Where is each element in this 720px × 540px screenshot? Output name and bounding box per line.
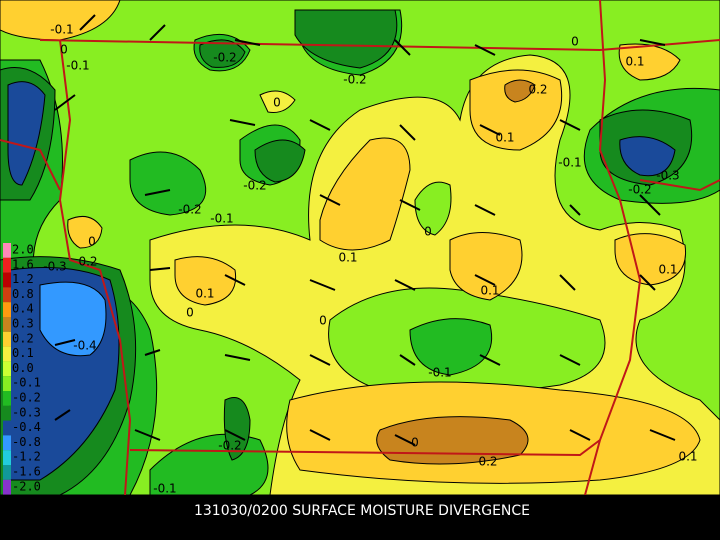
caption-bar xyxy=(0,495,720,540)
legend-label: -0.3 xyxy=(12,405,41,419)
contour-label: -0.4 xyxy=(73,339,96,353)
contour-label: 0.1 xyxy=(495,131,514,145)
legend-swatch xyxy=(3,420,11,436)
contour-label: 0 xyxy=(319,314,327,328)
legend-swatch xyxy=(3,317,11,332)
contour-label: 0.1 xyxy=(625,55,644,69)
legend-swatch xyxy=(3,302,11,317)
legend-swatch xyxy=(3,361,11,377)
contour-label: -0.1 xyxy=(50,23,73,37)
legend-label: 0.0 xyxy=(12,361,34,375)
contour-label: -0.2 xyxy=(213,51,236,65)
legend-swatch xyxy=(3,405,11,421)
legend-label: 0.1 xyxy=(12,346,34,360)
contour-label: 0.2 xyxy=(78,255,97,269)
legend-label: 0.3 xyxy=(12,317,34,331)
legend-label: 0.8 xyxy=(12,287,34,301)
contour-label: 0.1 xyxy=(338,251,357,265)
legend-swatch xyxy=(3,257,11,273)
contour-label: 0.1 xyxy=(195,287,214,301)
legend: 2.01.61.20.80.40.30.20.10.0-0.1-0.2-0.3-… xyxy=(3,243,41,495)
legend-label: -0.1 xyxy=(12,376,41,390)
contour-label: 0 xyxy=(411,436,419,450)
legend-label: 0.4 xyxy=(12,302,34,316)
contour-label: 0 xyxy=(186,306,194,320)
legend-label: 0.2 xyxy=(12,331,34,345)
state-borders xyxy=(0,0,720,496)
map-fill xyxy=(0,0,720,496)
contour-label: -0.1 xyxy=(66,59,89,73)
contour-label: -0.1 xyxy=(428,366,451,380)
contour-label: 0.1 xyxy=(658,263,677,277)
legend-swatch xyxy=(3,346,11,362)
legend-swatch xyxy=(3,450,11,465)
wind-barbs xyxy=(54,14,676,446)
legend-swatch xyxy=(3,287,11,303)
legend-swatch xyxy=(3,331,11,347)
contour-label: -0.1 xyxy=(210,212,233,226)
contour-label: -0.1 xyxy=(153,482,176,496)
contour-label: 0 xyxy=(424,225,432,239)
contour-label: -0.2 xyxy=(343,73,366,87)
legend-label: 1.6 xyxy=(12,257,34,271)
legend-swatch xyxy=(3,435,11,451)
legend-swatch xyxy=(3,479,11,495)
caption: 131030/0200 SURFACE MOISTURE DIVERGENCE xyxy=(194,503,530,519)
legend-label: -0.8 xyxy=(12,435,41,449)
contour-label: 0 xyxy=(571,35,579,49)
legend-label: -0.4 xyxy=(12,420,41,434)
contour-label: -0.2 xyxy=(243,179,266,193)
legend-swatch xyxy=(3,465,11,480)
contour-label: -0.1 xyxy=(558,156,581,170)
contour-label: 0 xyxy=(88,235,96,249)
legend-swatch xyxy=(3,391,11,406)
contour-label: 0.1 xyxy=(480,284,499,298)
legend-label: -2.0 xyxy=(12,479,41,493)
contour-label: 0.2 xyxy=(478,455,497,469)
contour-labels: -0.10-0.1-0.2-0.20.200.100.1-0.1-0.2-0.2… xyxy=(43,23,697,496)
legend-swatch xyxy=(3,272,11,288)
contour-label: 0 xyxy=(273,96,281,110)
contour-label: -0.2 xyxy=(178,203,201,217)
legend-label: 2.0 xyxy=(12,243,34,257)
legend-swatch xyxy=(3,243,11,258)
contour-label: 0 xyxy=(60,43,68,57)
contour-label: -0.2 xyxy=(218,439,241,453)
contour-label: -0.3 xyxy=(43,260,66,274)
legend-swatch xyxy=(3,376,11,391)
contour-label: 0.1 xyxy=(678,450,697,464)
legend-label: 1.2 xyxy=(12,272,34,286)
legend-label: -1.6 xyxy=(12,465,41,479)
contour-label: -0.3 xyxy=(656,169,679,183)
contour-label: -0.2 xyxy=(628,183,651,197)
legend-label: -0.2 xyxy=(12,391,41,405)
legend-label: -1.2 xyxy=(12,450,41,464)
contour-label: 0.2 xyxy=(528,83,547,97)
